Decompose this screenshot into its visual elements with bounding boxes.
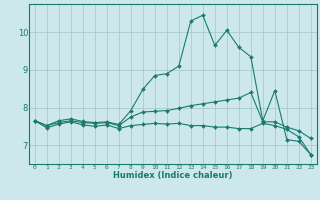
X-axis label: Humidex (Indice chaleur): Humidex (Indice chaleur): [113, 171, 233, 180]
